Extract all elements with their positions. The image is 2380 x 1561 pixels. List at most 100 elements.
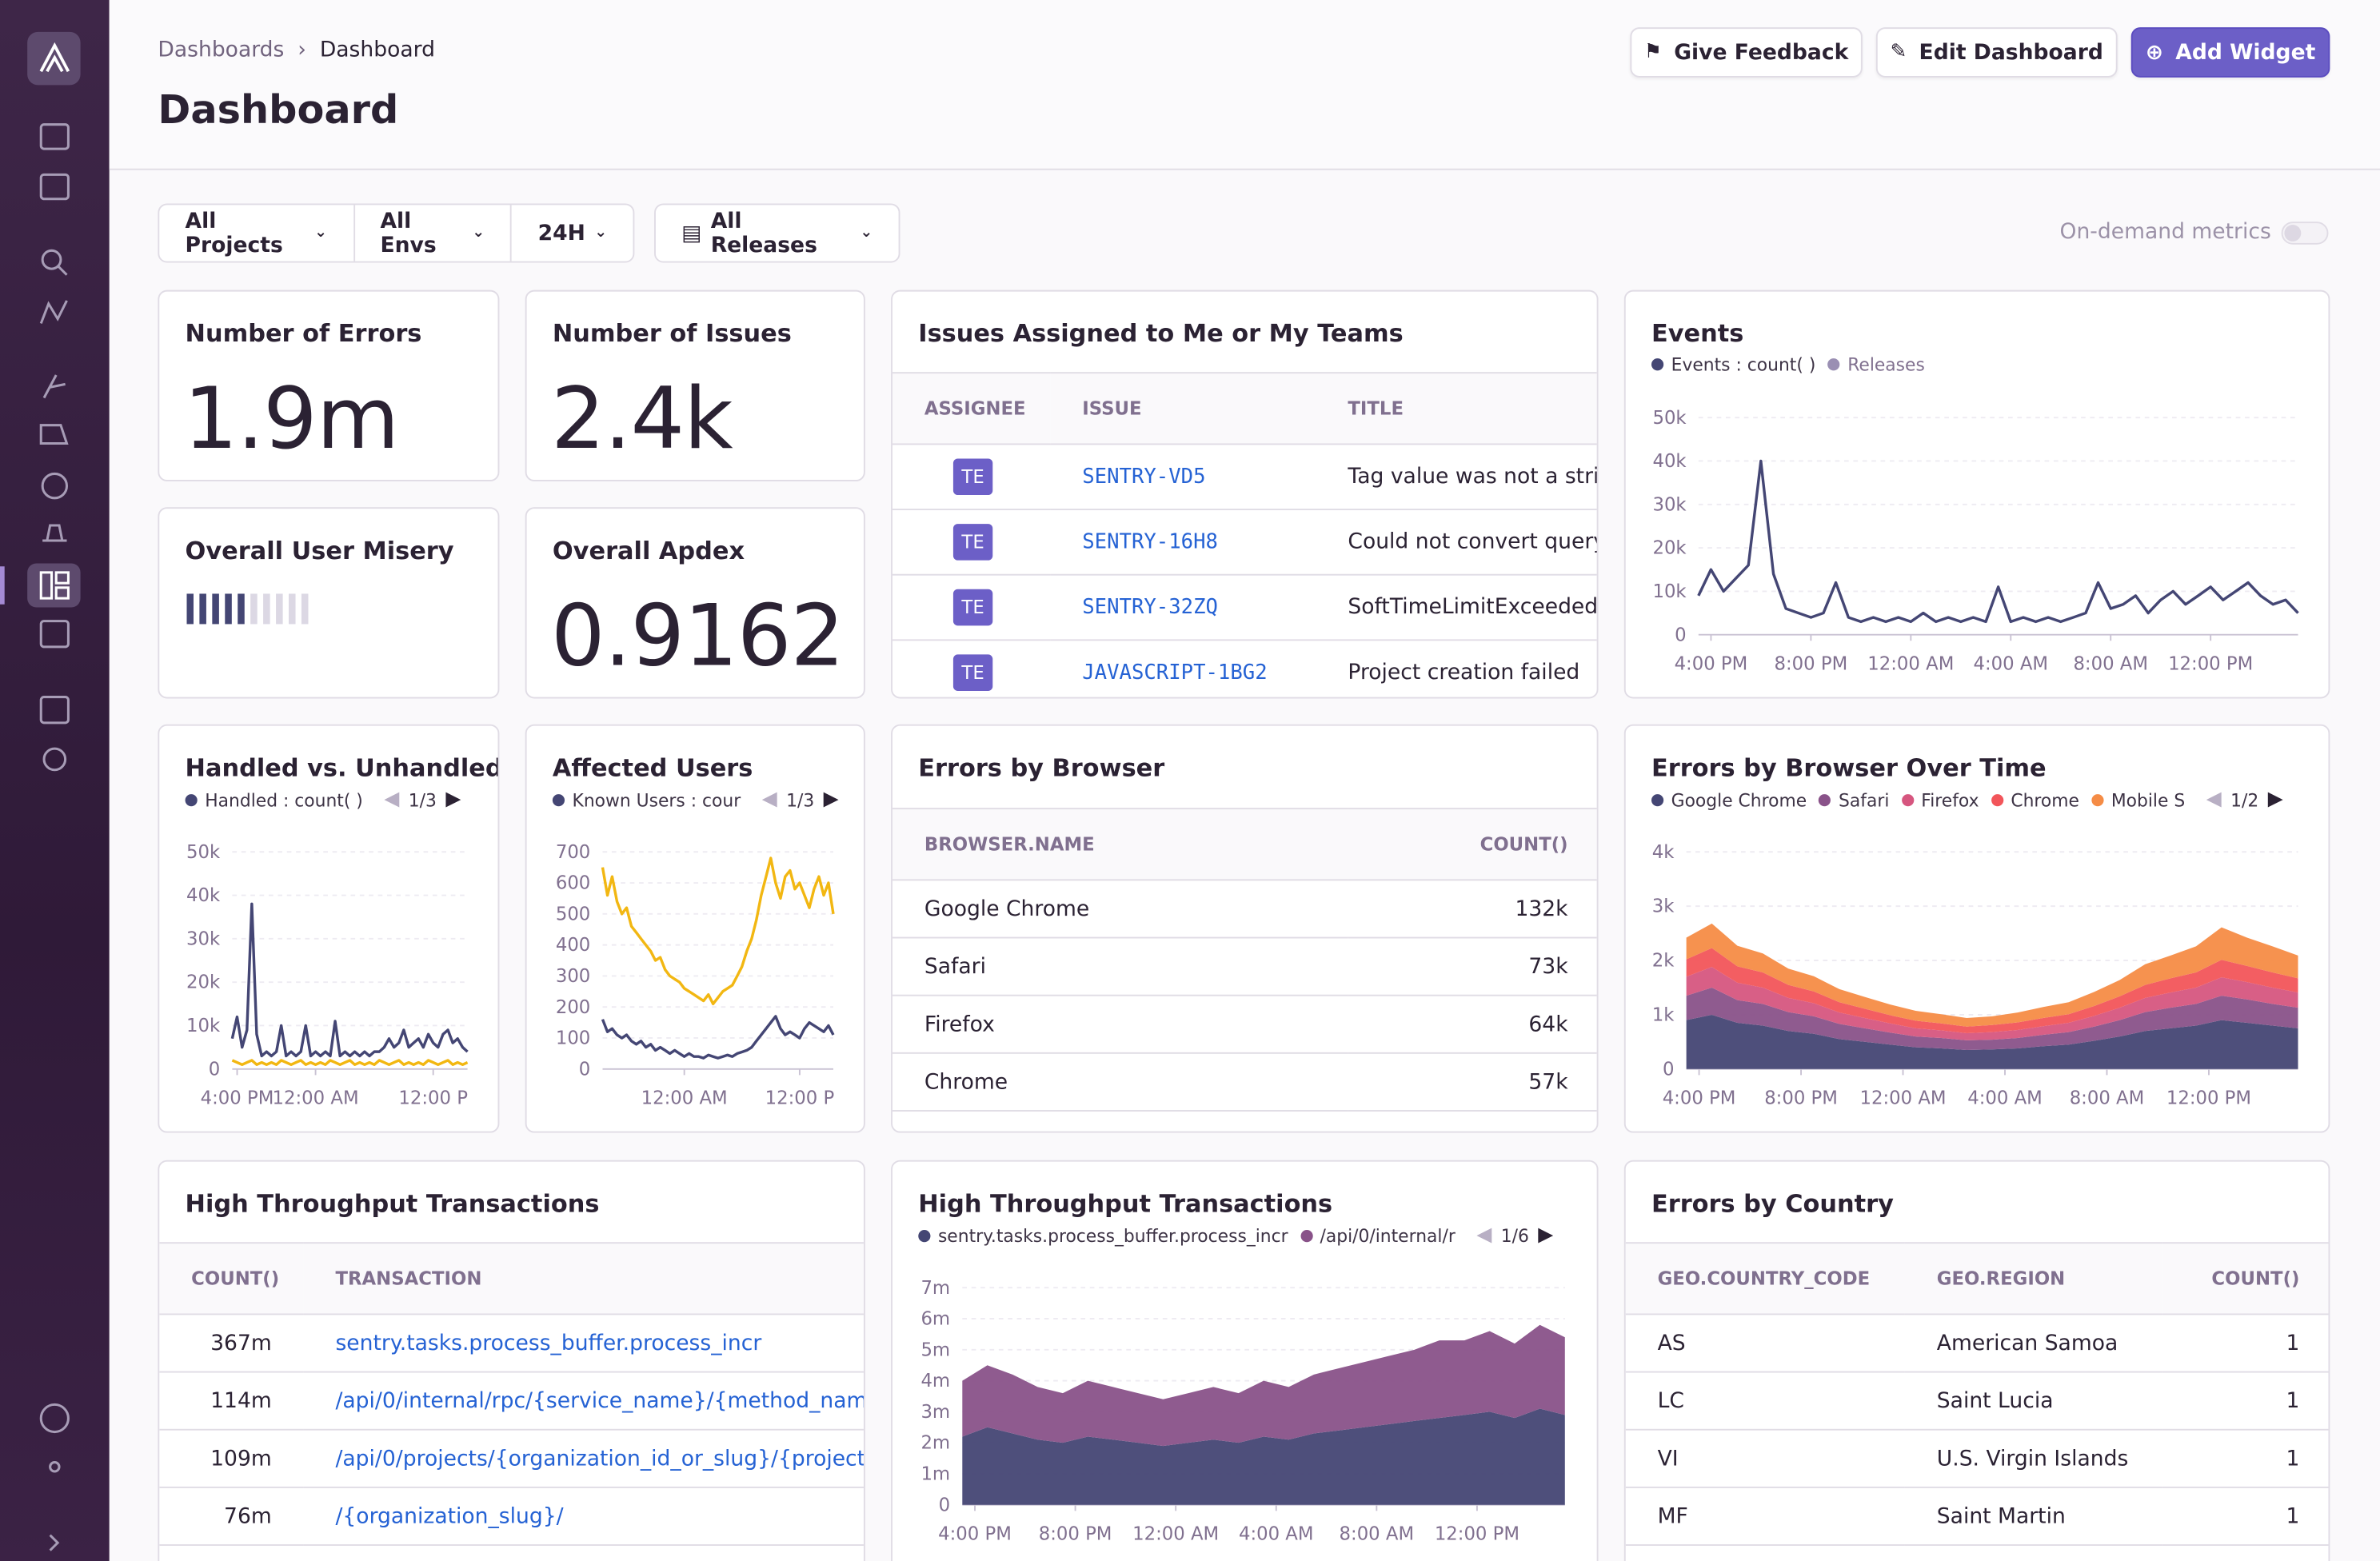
x-tick-label: 12:00 PM [2166,1088,2251,1108]
table-row: 114m/api/0/internal/rpc/{service_name}/{… [159,1371,864,1431]
cell[interactable]: /api/0/projects/{organization_id_or_slug… [303,1429,864,1488]
y-tick-label: 200 [556,997,590,1018]
prev-page: ◀ [1476,1224,1492,1247]
table-row: Google Chrome 132k [892,880,1597,939]
page-indicator: 1/6 [1500,1224,1529,1246]
release-filter[interactable]: ▤ All Releases ⌄ [654,203,900,263]
x-tick-label: 8:00 PM [1039,1523,1112,1544]
cell: 114m [159,1371,304,1431]
y-tick-label: 1m [920,1464,950,1485]
sidebar [0,0,110,1561]
cell[interactable]: SENTRY-16H8 [1050,509,1316,576]
y-tick-label: 0 [1663,1059,1674,1080]
widget: High Throughput Transactions sentry.task… [891,1160,1599,1561]
widget-title: Affected Users [552,753,753,782]
env-filter[interactable]: All Envs ⌄ [354,205,513,261]
y-tick-label: 40k [1652,451,1687,472]
cell[interactable]: SENTRY-VD5 [1050,444,1316,511]
x-tick-label: 8:00 AM [2070,1088,2145,1108]
widget: Number of Errors 1.9m [158,289,500,481]
project-filter[interactable]: All Projects ⌄ [159,205,355,261]
edit-button[interactable]: ✎ Edit Dashboard [1875,27,2118,78]
y-tick-label: 7m [920,1278,950,1299]
next-page: ▶ [823,788,839,811]
widget-title: Issues Assigned to Me or My Teams [918,318,1404,348]
legend: Events : count( ) Releases [1651,353,1925,375]
x-tick-label: 12:00 AM [1867,653,1954,674]
cell: Saint Martin [1904,1487,2163,1547]
cell: 1 [2162,1487,2329,1547]
x-tick-label: 12:00 AM [1860,1088,1947,1108]
widget-title: Handled vs. Unhandled [185,753,500,782]
big-number: 1.9m [183,370,400,469]
cell: 73k [1348,937,1597,996]
table-row: 76m/{organization_slug}/ [159,1487,864,1547]
cell: Safari [892,937,1348,996]
cell[interactable]: sentry.tasks.process_buffer.process_incr [303,1314,864,1373]
widget-title: Number of Issues [552,318,792,348]
legend-item: sentry.tasks.process_buffer.process_incr [918,1224,1288,1246]
cell: TE [892,444,1051,511]
toggle[interactable] [2281,222,2329,245]
widget: Handled vs. Unhandled Handled : count( )… [158,724,500,1133]
y-tick-label: 4k [1652,842,1675,863]
breadcrumb[interactable]: Dashboards [158,38,285,62]
big-number: 2.4k [550,370,733,469]
y-tick-label: 20k [186,972,221,993]
widget: Number of Issues 2.4k [525,289,865,481]
legend-label: Google Chrome [1671,788,1807,811]
x-tick-label: 4:00 PM [938,1523,1012,1544]
x-tick-label: 4:00 AM [1239,1523,1314,1544]
x-tick-label: 8:00 AM [1340,1523,1415,1544]
table-row: TE SENTRY-32ZQ SoftTimeLimitExceeded [892,574,1597,641]
y-tick-label: 20k [1652,538,1687,559]
period-filter[interactable]: 24H ⌄ [537,221,608,246]
add-widget-button[interactable]: ⊕ Add Widget [2130,27,2330,78]
cell[interactable]: JAVASCRIPT-1BG2 [1050,640,1316,697]
header-row: BROWSER.NAME COUNT() [892,808,1597,881]
breadcrumbs: Dashboards › Dashboard [158,38,436,62]
feedback-button[interactable]: ⚑ Give Feedback [1630,27,1863,78]
x-tick-label: 12:00 AM [273,1088,359,1108]
filter-label: All Envs [380,209,437,258]
next-page: ▶ [445,788,461,811]
legend-label: Mobile S [2110,788,2186,811]
legend-dot [185,793,198,806]
x-tick-label: 4:00 PM [1663,1088,1736,1108]
cell[interactable]: /{organization_slug}/ [303,1487,864,1547]
legend-dot [1827,358,1840,371]
breadcrumb: Dashboard [319,38,436,62]
cell: TE [892,640,1051,697]
cell[interactable]: /api/0/internal/rpc/{service_name}/{meth… [303,1371,864,1431]
x-tick-label: 4:00 AM [1974,653,2049,674]
legend-label: Known Users : cour [572,788,741,811]
widget-title: Overall User Misery [185,536,454,565]
x-tick-label: 8:00 AM [2073,653,2148,674]
legend: sentry.tasks.process_buffer.process_incr… [918,1224,1553,1247]
y-tick-label: 2m [920,1433,950,1454]
chart: 0 1k 2k 3k 4k 4:00 PM 8:00 PM 12:00 AM 4:00 AM 8:… [1652,842,2298,1108]
legend-item: Firefox [1901,788,1979,810]
widget: Affected Users Known Users : cour ◀ 1/3 ▶ 0… [525,724,865,1133]
pager: ◀ 1/2 ▶ [2206,788,2283,810]
area [962,1324,1565,1447]
pager: ◀ 1/3 ▶ [762,788,839,810]
page-indicator: 1/3 [786,788,815,811]
table-row: TE SENTRY-16H8 Could not convert query [892,509,1597,576]
legend-label: sentry.tasks.process_buffer.process_incr [937,1224,1288,1246]
y-tick-label: 600 [556,873,590,894]
column-header: ASSIGNEE [892,372,1051,445]
cell: Could not convert query [1316,509,1597,576]
area [1686,923,2298,1027]
legend-dot [1819,793,1831,806]
table-row: TE SENTRY-VD5 Tag value was not a strin [892,444,1597,511]
cell[interactable]: SENTRY-32ZQ [1050,574,1316,641]
widget-title: Events [1651,318,1744,348]
legend-dot [918,1229,931,1242]
y-tick-label: 5m [920,1339,950,1360]
table-row: Chrome 57k [892,1052,1597,1112]
misery-bar [186,593,309,625]
header-row: GEO.COUNTRY_CODE GEO.REGION COUNT() [1625,1242,2329,1315]
cell: 76m [159,1487,304,1547]
table: ASSIGNEE ISSUE TITLE TE SENTRY-VD5 Tag value … [892,372,1597,697]
